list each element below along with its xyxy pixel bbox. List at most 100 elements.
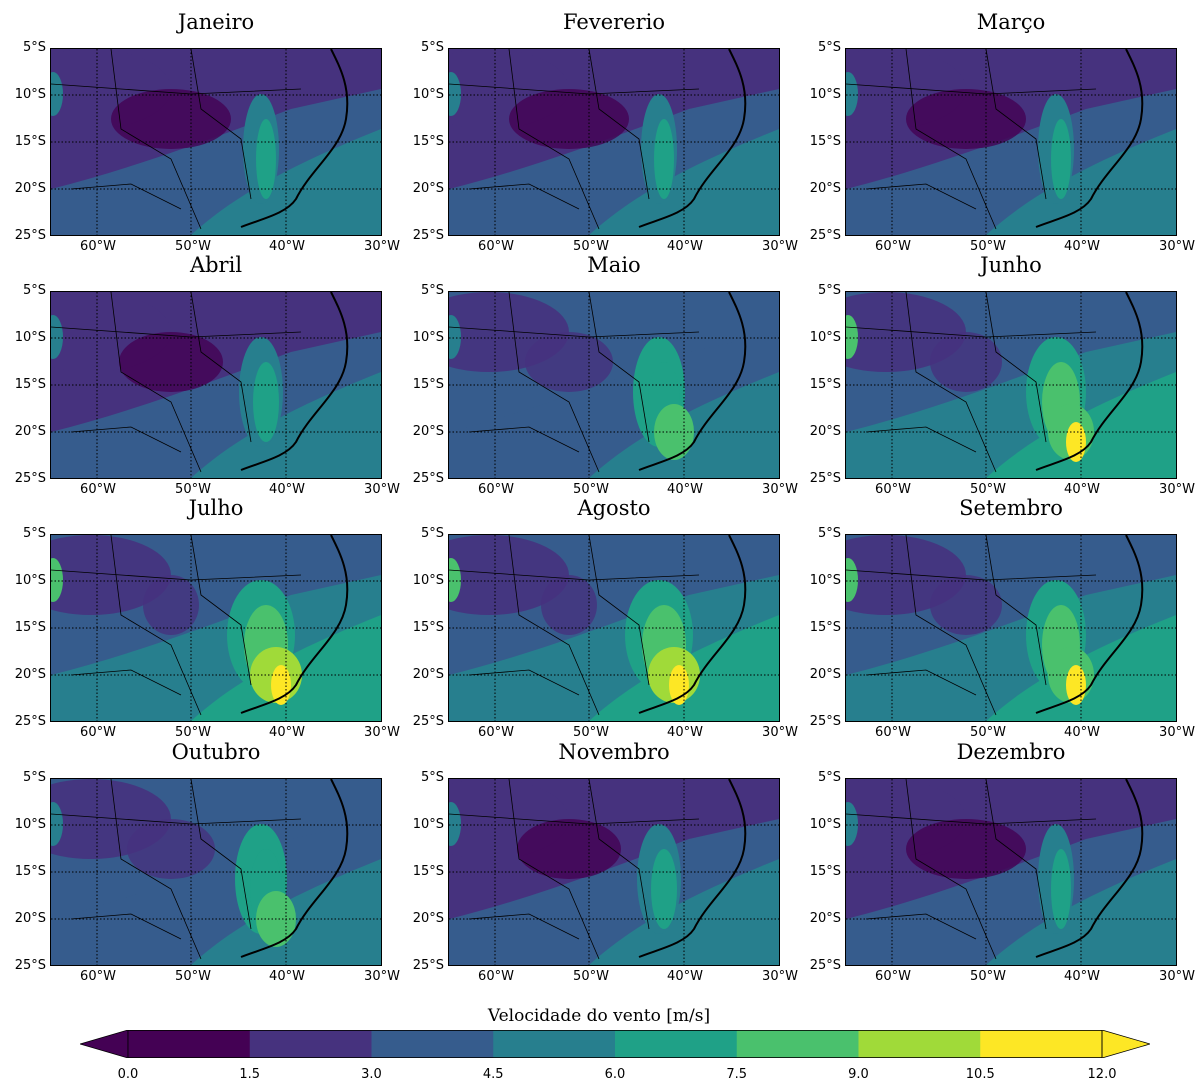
lon-tick-label: 60°W [875, 725, 911, 740]
coastline [1035, 49, 1144, 228]
wind-contour [51, 558, 63, 602]
colorbar-segment [980, 1030, 1103, 1058]
lon-tick-label: 30°W [364, 482, 400, 497]
state-borders [51, 779, 302, 960]
wind-contour [541, 575, 597, 635]
lat-tick-label: 25°S [412, 958, 444, 973]
lat-tick-label: 20°S [412, 181, 444, 196]
lat-tick-label: 15°S [412, 134, 444, 149]
lon-tick-label: 30°W [1159, 239, 1195, 254]
wind-contour [846, 72, 858, 116]
lon-tick-label: 60°W [478, 482, 514, 497]
lat-tick-label: 10°S [14, 573, 46, 588]
lat-tick-label: 10°S [14, 87, 46, 102]
map-panel: Setembro 5°S 10°S 15°S 20°S 25°S 60°W 50°W 40°W 3… [795, 494, 1195, 740]
wind-contour [930, 332, 1002, 392]
lon-tick-label: 40°W [1064, 969, 1100, 984]
coastline [1035, 535, 1144, 714]
lon-tick-label: 40°W [667, 239, 703, 254]
lat-tick-label: 20°S [14, 424, 46, 439]
lat-tick-label: 10°S [412, 573, 444, 588]
lat-tick-label: 10°S [412, 87, 444, 102]
wind-contour [51, 315, 63, 359]
wind-contour [449, 72, 461, 116]
wind-speed-map [448, 291, 780, 479]
colorbar-segment [493, 1030, 616, 1058]
lat-tick-label: 5°S [420, 283, 444, 298]
lat-tick-label: 25°S [809, 958, 841, 973]
wind-contour [449, 315, 461, 359]
wind-contour [1066, 422, 1086, 462]
lat-tick-label: 20°S [14, 181, 46, 196]
lon-tick-label: 60°W [875, 482, 911, 497]
wind-speed-map [50, 291, 382, 479]
lon-tick-label: 50°W [970, 969, 1006, 984]
lat-tick-label: 20°S [809, 667, 841, 682]
wind-contour [1051, 119, 1071, 199]
map-panel: Julho 5°S 10°S 15°S 20°S 25°S 60°W 50°W 40°W 30°W [0, 494, 400, 740]
lat-tick-label: 20°S [809, 911, 841, 926]
wind-contour [253, 362, 279, 442]
lat-tick-label: 25°S [14, 471, 46, 486]
lon-tick-label: 40°W [269, 725, 305, 740]
lon-tick-label: 60°W [875, 969, 911, 984]
wind-contour [111, 89, 231, 149]
lon-tick-label: 30°W [1159, 482, 1195, 497]
colorbar-tick-label: 1.5 [239, 1067, 261, 1082]
lat-tick-label: 15°S [809, 620, 841, 635]
colorbar-tick-label: 9.0 [848, 1067, 869, 1082]
wind-speed-map [448, 778, 780, 966]
lat-tick-label: 5°S [817, 40, 841, 55]
colorbar-label: Velocidade do vento [m/s] [487, 1006, 711, 1026]
lon-tick-label: 50°W [175, 725, 211, 740]
lon-tick-label: 60°W [478, 239, 514, 254]
lat-tick-label: 25°S [809, 714, 841, 729]
wind-contour [449, 802, 461, 846]
coastline [240, 292, 349, 471]
wind-contour [651, 849, 677, 929]
lon-tick-label: 60°W [478, 969, 514, 984]
lat-tick-label: 25°S [14, 958, 46, 973]
wind-speed-map [50, 48, 382, 236]
lat-tick-label: 20°S [809, 424, 841, 439]
colorbar-extend-max [1101, 1030, 1150, 1058]
colorbar-segment [615, 1030, 738, 1058]
lat-tick-label: 10°S [809, 573, 841, 588]
lon-tick-label: 60°W [80, 725, 116, 740]
lat-tick-label: 20°S [412, 911, 444, 926]
lon-tick-label: 30°W [1159, 725, 1195, 740]
lon-tick-label: 50°W [970, 725, 1006, 740]
wind-contour [525, 332, 613, 392]
lat-tick-label: 10°S [809, 817, 841, 832]
colorbar-tick-label: 0.0 [117, 1067, 139, 1082]
lon-tick-label: 60°W [875, 239, 911, 254]
lat-tick-label: 10°S [412, 817, 444, 832]
wind-contour [846, 802, 858, 846]
lat-tick-label: 5°S [420, 40, 444, 55]
coastline [638, 779, 747, 958]
wind-contour [669, 665, 689, 705]
lat-tick-label: 5°S [22, 526, 46, 541]
lat-tick-label: 15°S [14, 377, 46, 392]
coastline [638, 292, 747, 471]
coastline [638, 535, 747, 714]
lon-tick-label: 40°W [667, 725, 703, 740]
lon-tick-label: 30°W [364, 239, 400, 254]
lon-tick-label: 50°W [970, 482, 1006, 497]
lon-tick-label: 50°W [573, 969, 609, 984]
lat-tick-label: 5°S [420, 770, 444, 785]
wind-contour [256, 119, 276, 199]
lat-tick-label: 15°S [14, 864, 46, 879]
lat-tick-label: 10°S [14, 330, 46, 345]
wind-speed-map [448, 534, 780, 722]
map-panel: Fevererio 5°S 10°S 15°S 20°S 25°S 60°W 50°W 40°W… [398, 8, 798, 254]
panel-title: Maio [587, 253, 641, 277]
lon-tick-label: 40°W [667, 969, 703, 984]
lon-tick-label: 60°W [80, 969, 116, 984]
lat-tick-label: 15°S [809, 377, 841, 392]
lat-tick-label: 20°S [412, 424, 444, 439]
lat-tick-label: 15°S [412, 377, 444, 392]
map-panel: Novembro 5°S 10°S 15°S 20°S 25°S 60°W 50°W 40°W 3… [398, 738, 798, 984]
colorbar [80, 1030, 1150, 1058]
map-panel: Março 5°S 10°S 15°S 20°S 25°S 60°W 50°W 40°W 30°W [795, 8, 1195, 254]
